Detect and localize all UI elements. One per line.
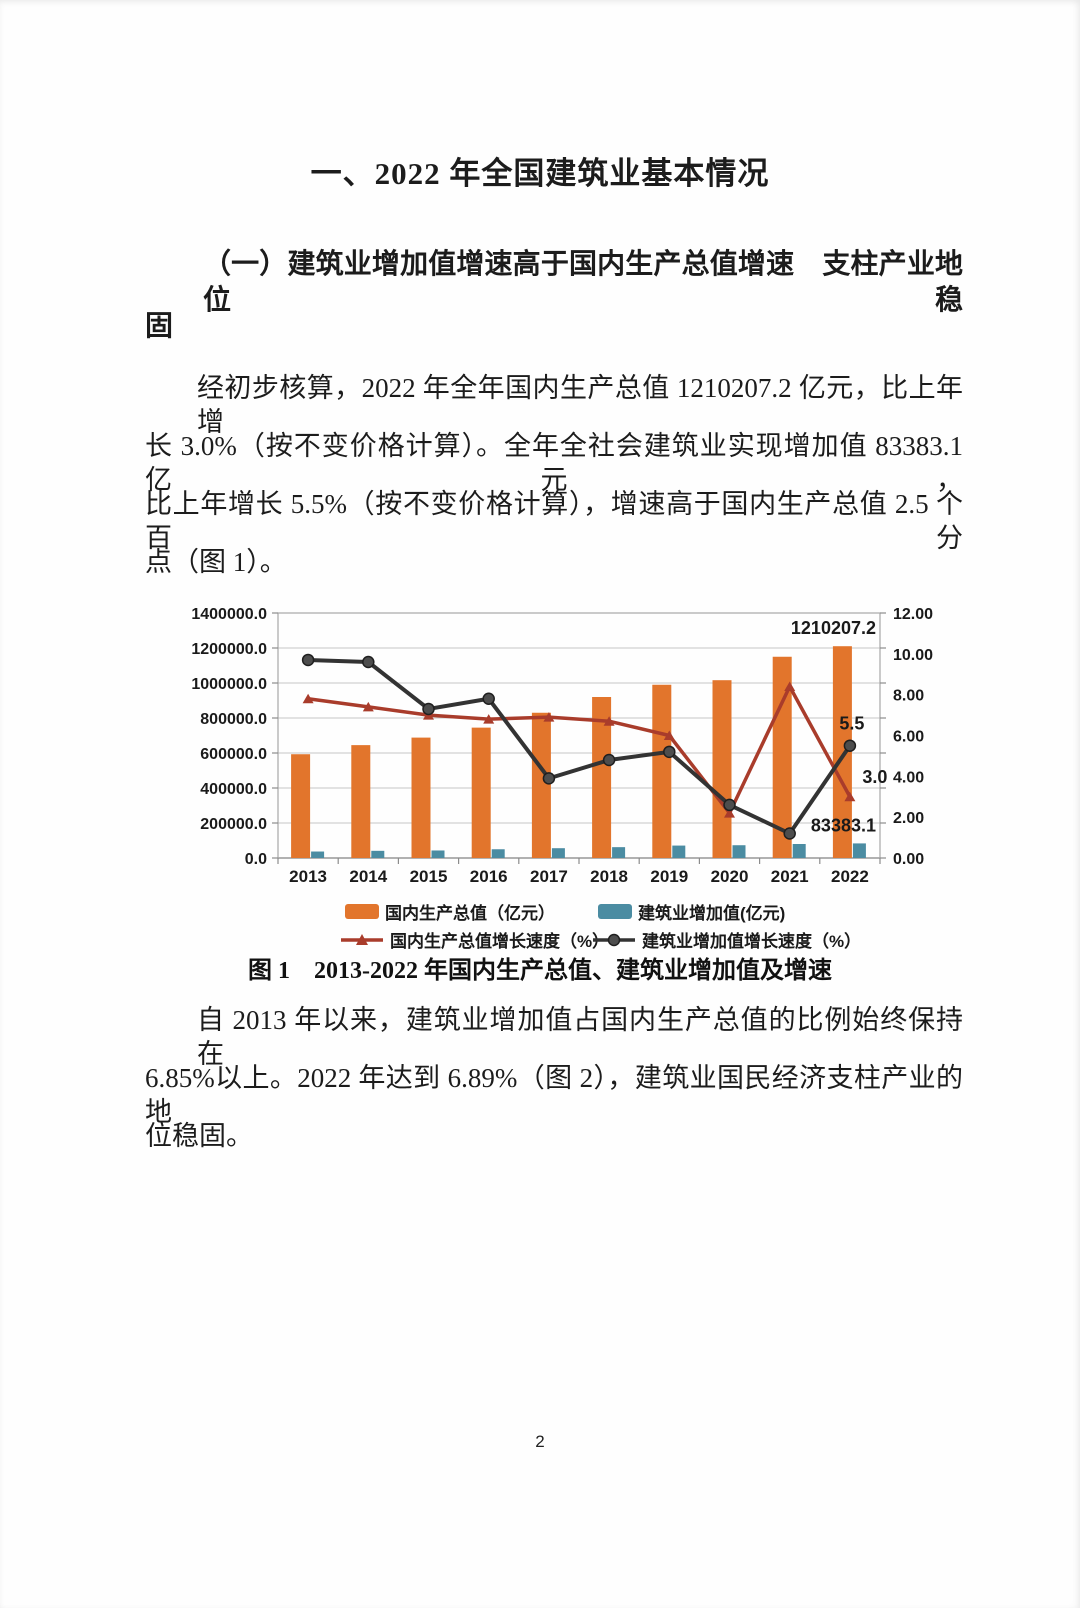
chart-canvas: 0.0 200000.0 400000.0 600000.0 800000.0 10000…: [191, 606, 933, 886]
legend-item-construction-va: 建筑业增加值(亿元): [598, 899, 785, 924]
svg-text:12.00: 12.00: [893, 606, 933, 623]
svg-text:10.00: 10.00: [893, 647, 933, 664]
section-heading-line1: （一）建筑业增加值增速高于国内生产总值增速 支柱产业地位稳: [203, 249, 963, 316]
svg-text:2022: 2022: [831, 867, 869, 886]
svg-text:600000.0: 600000.0: [200, 746, 267, 763]
axis-ticks: [272, 612, 886, 864]
svg-text:2.00: 2.00: [893, 810, 924, 827]
svg-text:2017: 2017: [530, 867, 568, 886]
paragraph1-line2: 长 3.0%（按不变价格计算）。全年全社会建筑业实现增加值 83383.1 亿元…: [145, 431, 963, 495]
svg-text:5.5: 5.5: [839, 714, 864, 734]
paragraph1-line3: 比上年增长 5.5%（按不变价格计算），增速高于国内生产总值 2.5 个百分: [145, 489, 963, 553]
figure1-caption: 图 1 2013-2022 年国内生产总值、建筑业增加值及增速: [248, 958, 832, 984]
svg-text:2016: 2016: [470, 867, 508, 886]
legend-label-gdp: 国内生产总值（亿元）: [385, 904, 555, 923]
legend-item-gdp: 国内生产总值（亿元）: [345, 899, 555, 924]
svg-text:4.00: 4.00: [893, 769, 924, 786]
gdp-growth-line: [302, 681, 856, 818]
gdp-bars: [291, 646, 852, 858]
section-heading-line2: 固: [145, 311, 174, 342]
axis-labels: 0.0 200000.0 400000.0 600000.0 800000.0 10000…: [191, 606, 933, 886]
legend-label-construction-va: 建筑业增加值(亿元): [638, 904, 786, 923]
construction-va-growth-line: [301, 653, 857, 840]
construction-va-bars: [311, 843, 866, 858]
legend-item-construction-va-growth: 建筑业增加值增长速度（%）: [592, 927, 861, 952]
svg-text:1000000.0: 1000000.0: [191, 676, 267, 693]
paragraph1-line1: 经初步核算，2022 年全年国内生产总值 1210207.2 亿元，比上年增: [197, 373, 963, 437]
figure1-chart: 0.0 200000.0 400000.0 600000.0 800000.0 10000…: [145, 598, 955, 898]
gdp-bar-swatch-icon: [345, 904, 379, 919]
svg-text:3.0: 3.0: [862, 767, 887, 787]
svg-text:2015: 2015: [410, 867, 448, 886]
svg-text:2018: 2018: [590, 867, 628, 886]
svg-text:0.0: 0.0: [245, 851, 267, 868]
svg-text:2020: 2020: [711, 867, 749, 886]
data-point-labels: 1210207.2 83383.1 3.0 5.5: [791, 618, 888, 835]
page-number: 2: [535, 1432, 545, 1451]
paragraph2-line3: 位稳固。: [145, 1121, 253, 1151]
paragraph2-line2: 6.85%以上。2022 年达到 6.89%（图 2），建筑业国民经济支柱产业的…: [145, 1063, 963, 1127]
svg-text:8.00: 8.00: [893, 688, 924, 705]
svg-text:200000.0: 200000.0: [200, 816, 267, 833]
paragraph1-line4: 点（图 1）。: [145, 547, 287, 577]
legend-item-gdp-growth: 国内生产总值增长速度（%）: [340, 927, 609, 952]
svg-text:2014: 2014: [349, 867, 387, 886]
svg-text:0.00: 0.00: [893, 851, 924, 868]
paragraph2-line1: 自 2013 年以来，建筑业增加值占国内生产总值的比例始终保持在: [197, 1005, 963, 1069]
legend-label-construction-va-growth: 建筑业增加值增长速度（%）: [642, 932, 862, 951]
svg-text:2021: 2021: [771, 867, 809, 886]
svg-text:1200000.0: 1200000.0: [191, 641, 267, 658]
svg-text:2013: 2013: [289, 867, 327, 886]
svg-text:2019: 2019: [650, 867, 688, 886]
svg-text:400000.0: 400000.0: [200, 781, 267, 798]
construction-va-growth-line-swatch-icon: [592, 932, 636, 948]
legend-label-gdp-growth: 国内生产总值增长速度（%）: [390, 932, 610, 951]
construction-va-bar-swatch-icon: [598, 904, 632, 919]
gdp-growth-line-swatch-icon: [340, 932, 384, 948]
svg-text:1210207.2: 1210207.2: [791, 618, 876, 638]
svg-text:1400000.0: 1400000.0: [191, 606, 267, 623]
page-title: 一、2022 年全国建筑业基本情况: [310, 156, 770, 191]
svg-text:6.00: 6.00: [893, 729, 924, 746]
svg-text:800000.0: 800000.0: [200, 711, 267, 728]
svg-text:83383.1: 83383.1: [811, 815, 876, 835]
